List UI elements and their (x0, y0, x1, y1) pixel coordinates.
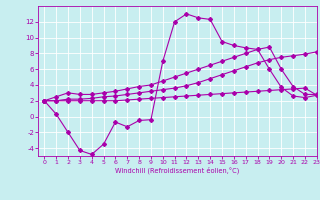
X-axis label: Windchill (Refroidissement éolien,°C): Windchill (Refroidissement éolien,°C) (116, 167, 240, 174)
